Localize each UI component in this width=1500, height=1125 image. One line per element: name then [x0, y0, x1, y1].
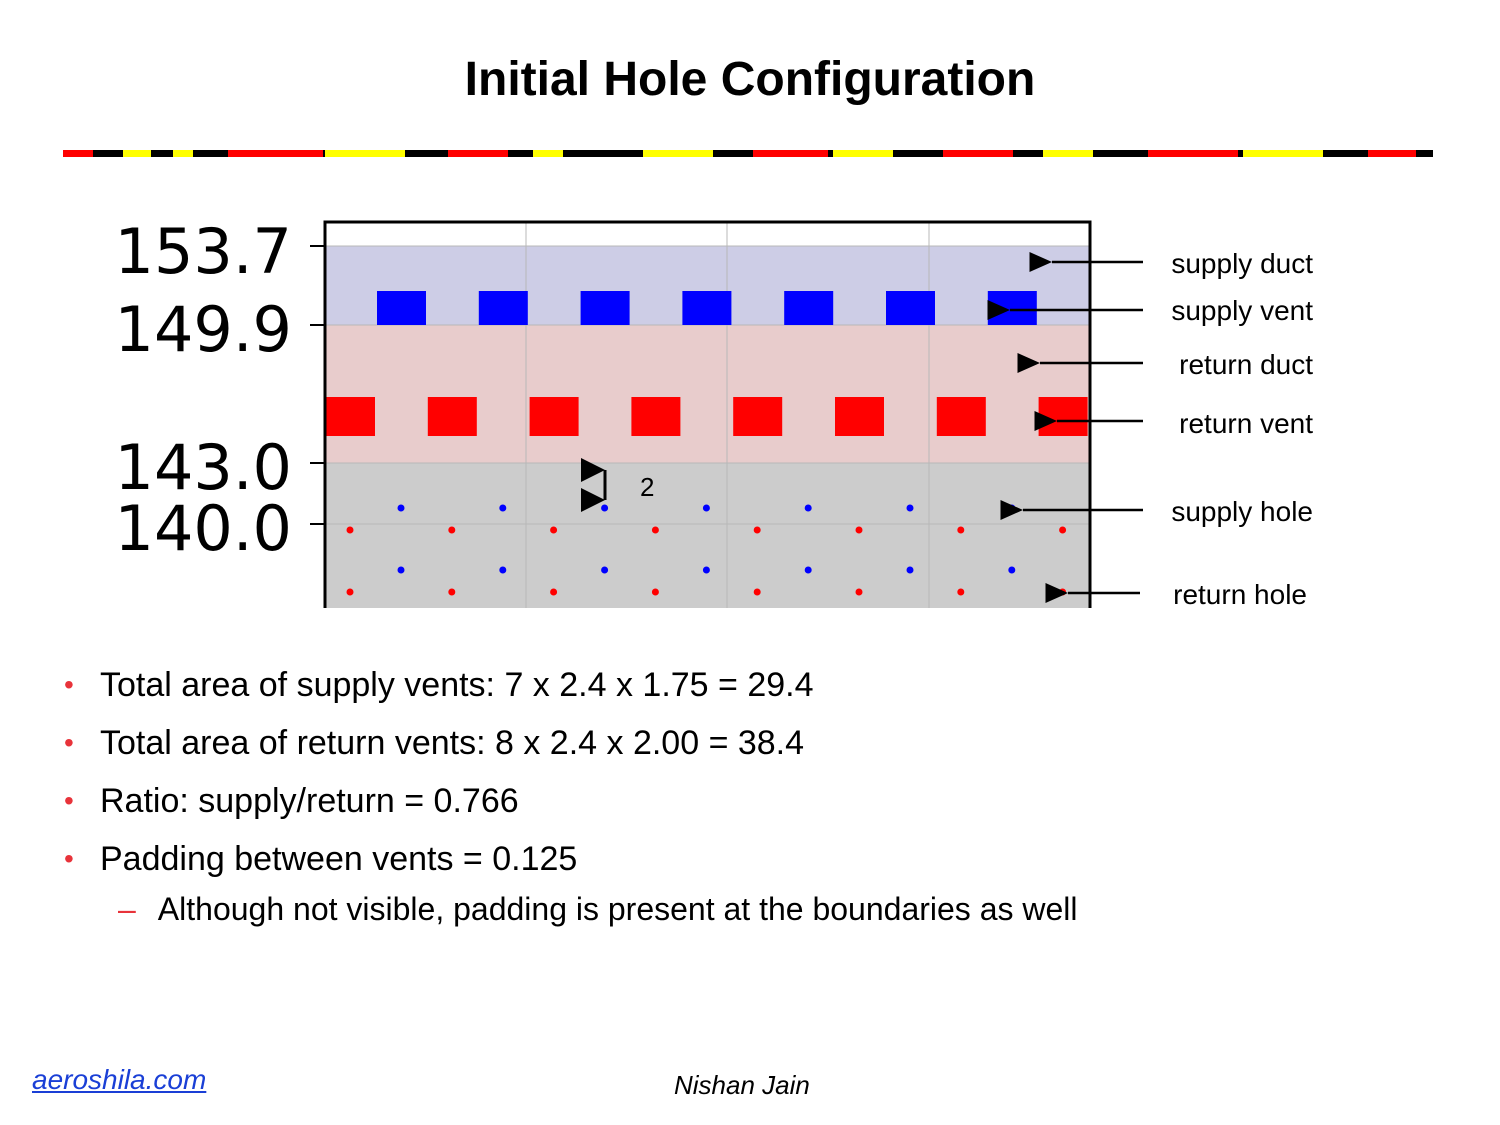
return-hole	[448, 588, 456, 596]
bullet-item: • Ratio: supply/return = 0.766	[64, 782, 519, 820]
vent-group	[326, 291, 1088, 436]
supply-vent	[377, 291, 426, 325]
return-vent	[326, 397, 375, 436]
hole-region	[325, 463, 1090, 608]
return-vent	[936, 397, 986, 436]
footer-author: Nishan Jain	[674, 1070, 810, 1100]
return-hole	[550, 526, 558, 534]
supply-hole	[1008, 504, 1016, 512]
return-hole	[651, 588, 659, 596]
supply-hole	[804, 566, 812, 574]
supply-hole	[499, 504, 507, 512]
return-hole	[957, 588, 965, 596]
decorative-banner	[63, 150, 1433, 157]
return-hole	[651, 526, 659, 534]
bullet-list: • Total area of supply vents: 7 x 2.4 x 1…	[62, 656, 1462, 888]
supply-hole	[906, 566, 914, 574]
return-hole	[346, 588, 354, 596]
return-hole	[346, 526, 354, 534]
return-hole	[1059, 526, 1067, 534]
y-tick-label: 140.0	[115, 492, 293, 565]
supply-vent	[784, 291, 834, 325]
spacing-label: 2	[640, 472, 654, 502]
supply-hole	[906, 504, 914, 512]
plot-frame	[323, 220, 1092, 608]
supply-vent	[682, 291, 732, 325]
sub-bullet: – Although not visible, padding is presen…	[118, 891, 1078, 927]
return-hole	[753, 526, 761, 534]
supply-vent	[478, 291, 528, 325]
return-vent	[1038, 397, 1088, 436]
return-vent	[631, 397, 681, 436]
supply-vent	[580, 291, 630, 325]
supply-hole	[1008, 566, 1016, 574]
bullet-item: • Total area of return vents: 8 x 2.4 x 2…	[64, 724, 805, 762]
supply-hole	[601, 566, 609, 574]
label-return-vent: return vent	[1179, 408, 1313, 439]
y-tick-label: 149.9	[115, 293, 293, 366]
hole-configuration-diagram: 153.7 149.9 143.0 140.0 2 supply duct su…	[115, 215, 1314, 610]
supply-hole	[397, 504, 405, 512]
supply-hole	[601, 504, 609, 512]
supply-vent	[987, 291, 1037, 325]
bullet-item: • Total area of supply vents: 7 x 2.4 x 1…	[64, 666, 814, 704]
return-hole	[448, 526, 456, 534]
return-hole	[550, 588, 558, 596]
label-return-hole: return hole	[1173, 579, 1307, 610]
label-supply-vent: supply vent	[1171, 295, 1313, 326]
return-vent	[529, 397, 579, 436]
supply-vent	[886, 291, 935, 325]
return-duct-region	[325, 325, 1090, 463]
return-hole	[957, 526, 965, 534]
return-hole	[753, 588, 761, 596]
return-vent	[835, 397, 884, 436]
return-hole	[1059, 588, 1067, 596]
supply-hole	[804, 504, 812, 512]
supply-hole	[397, 566, 405, 574]
return-hole	[855, 526, 863, 534]
supply-hole	[499, 566, 507, 574]
footer-website-link[interactable]: aeroshila.com	[32, 1064, 207, 1095]
label-supply-hole: supply hole	[1171, 496, 1313, 527]
supply-hole	[702, 566, 710, 574]
y-tick-label: 143.0	[115, 431, 293, 504]
return-vent	[733, 397, 783, 436]
supply-hole	[702, 504, 710, 512]
y-tick-label: 153.7	[115, 215, 293, 288]
y-axis-ticks	[310, 245, 325, 525]
label-supply-duct: supply duct	[1171, 248, 1313, 279]
return-hole	[855, 588, 863, 596]
bullet-item: • Padding between vents = 0.125	[64, 840, 578, 878]
slide-title: Initial Hole Configuration	[464, 53, 1036, 106]
label-return-duct: return duct	[1179, 349, 1313, 380]
return-vent	[427, 397, 477, 436]
